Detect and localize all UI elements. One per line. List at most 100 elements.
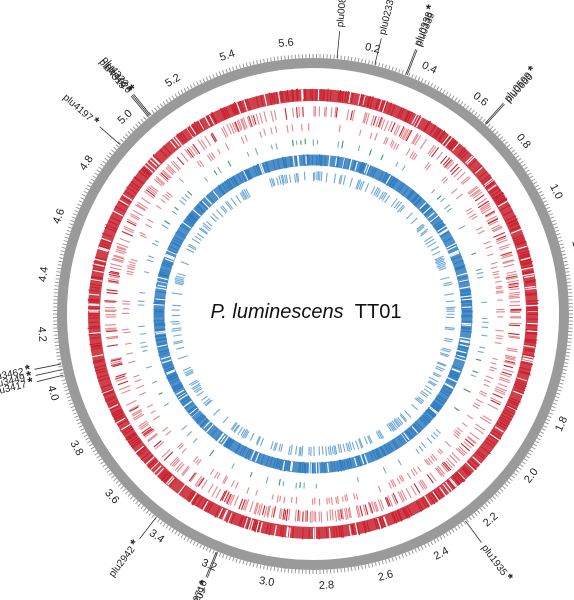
reverse-cds-mark [290, 462, 294, 472]
scale-minor-tick [174, 530, 178, 535]
forward-feature-mark [143, 428, 155, 437]
scale-minor-tick [238, 64, 242, 69]
scale-minor-tick [263, 565, 265, 570]
forward-feature-mark [109, 270, 120, 274]
reverse-cds-mark [172, 238, 183, 245]
forward-cds-mark [374, 98, 380, 109]
forward-cds-mark [439, 487, 447, 497]
forward-feature-mark [483, 240, 491, 245]
forward-cds-mark [169, 140, 177, 149]
forward-feature-mark [501, 371, 512, 376]
reverse-feature-mark [399, 413, 407, 421]
forward-cds-mark [92, 358, 105, 363]
forward-cds-mark [211, 111, 218, 123]
reverse-cds-mark [334, 157, 338, 166]
forward-feature-mark [487, 217, 499, 224]
reverse-feature-mark [349, 177, 353, 188]
reverse-feature-mark [428, 380, 437, 386]
scale-minor-tick [56, 271, 61, 273]
forward-feature-mark [201, 479, 208, 489]
reverse-feature-mark [435, 257, 443, 262]
forward-cds-mark [497, 200, 508, 208]
scale-minor-tick [102, 464, 107, 468]
rna-mark [420, 442, 427, 449]
forward-cds-mark [295, 88, 298, 102]
scale-minor-tick [535, 184, 540, 188]
scale-minor-tick [550, 216, 555, 219]
forward-feature-mark [352, 493, 356, 500]
reverse-cds-mark [185, 219, 195, 227]
reverse-cds-mark [204, 196, 213, 205]
forward-feature-mark [273, 110, 277, 120]
reverse-cds-mark [157, 345, 168, 349]
scale-minor-tick [72, 213, 78, 216]
forward-feature-mark [248, 115, 253, 128]
reverse-cds-mark [257, 164, 263, 175]
forward-cds-mark [171, 136, 180, 147]
reverse-cds-mark [436, 223, 446, 231]
forward-feature-mark [169, 456, 179, 466]
reverse-feature-mark [439, 267, 447, 271]
scale-minor-tick [561, 375, 566, 378]
forward-cds-mark [255, 96, 260, 107]
forward-feature-mark [400, 474, 405, 482]
reverse-cds-mark [225, 438, 232, 447]
scale-tick-label: 0.6 [471, 90, 490, 109]
reverse-feature-mark [174, 279, 185, 283]
scale-minor-tick [106, 155, 111, 159]
forward-feature-mark [475, 398, 483, 404]
reverse-cds-mark [279, 460, 284, 471]
forward-cds-mark [150, 461, 160, 470]
forward-cds-mark [399, 108, 405, 118]
reverse-cds-mark [441, 387, 453, 394]
reverse-cds-mark [194, 413, 203, 422]
reverse-feature-mark [196, 390, 205, 397]
scale-minor-tick [122, 136, 127, 140]
forward-feature-mark [345, 494, 349, 502]
forward-feature-mark [471, 190, 481, 198]
forward-cds-mark [126, 432, 135, 439]
scale-minor-tick [504, 141, 509, 145]
forward-feature-mark [126, 352, 134, 355]
genome-title-species: P. luminescens [211, 301, 344, 323]
reverse-cds-mark [328, 154, 331, 167]
forward-cds-mark [417, 500, 424, 511]
forward-cds-mark [222, 509, 229, 521]
forward-cds-mark [491, 432, 502, 440]
reverse-cds-mark [176, 391, 187, 398]
forward-cds-mark [219, 508, 225, 519]
scale-minor-tick [252, 563, 255, 568]
scale-minor-tick [259, 59, 262, 64]
scale-minor-tick [565, 271, 570, 273]
forward-cds-mark [434, 490, 441, 500]
reverse-feature-mark [345, 442, 349, 452]
reverse-cds-mark [215, 431, 223, 442]
scale-minor-tick [497, 490, 501, 495]
forward-feature-mark [507, 283, 520, 287]
scale-tick-label: 3.8 [68, 439, 86, 458]
reverse-cds-mark [153, 303, 164, 306]
reverse-cds-mark [260, 163, 265, 174]
forward-cds-mark [440, 134, 449, 145]
forward-cds-mark [129, 437, 140, 446]
reverse-feature-mark [298, 446, 301, 457]
forward-feature-mark [112, 363, 123, 368]
forward-cds-mark [108, 220, 118, 226]
rna-mark [179, 200, 186, 206]
forward-feature-mark [341, 496, 344, 502]
forward-feature-mark [266, 505, 270, 516]
rna-mark [440, 197, 446, 203]
gene-leader-line [405, 49, 417, 75]
reverse-cds-mark [444, 382, 454, 389]
scale-minor-tick [171, 528, 175, 533]
rna-mark [140, 345, 148, 348]
reverse-feature-mark [278, 443, 282, 452]
forward-feature-mark [410, 469, 416, 477]
reverse-feature-mark [440, 348, 451, 353]
forward-cds-mark [147, 459, 157, 468]
forward-feature-mark [291, 124, 294, 132]
reverse-cds-mark [166, 370, 176, 375]
rna-mark [139, 291, 146, 294]
forward-cds-mark [141, 167, 151, 176]
forward-feature-mark [436, 467, 445, 477]
